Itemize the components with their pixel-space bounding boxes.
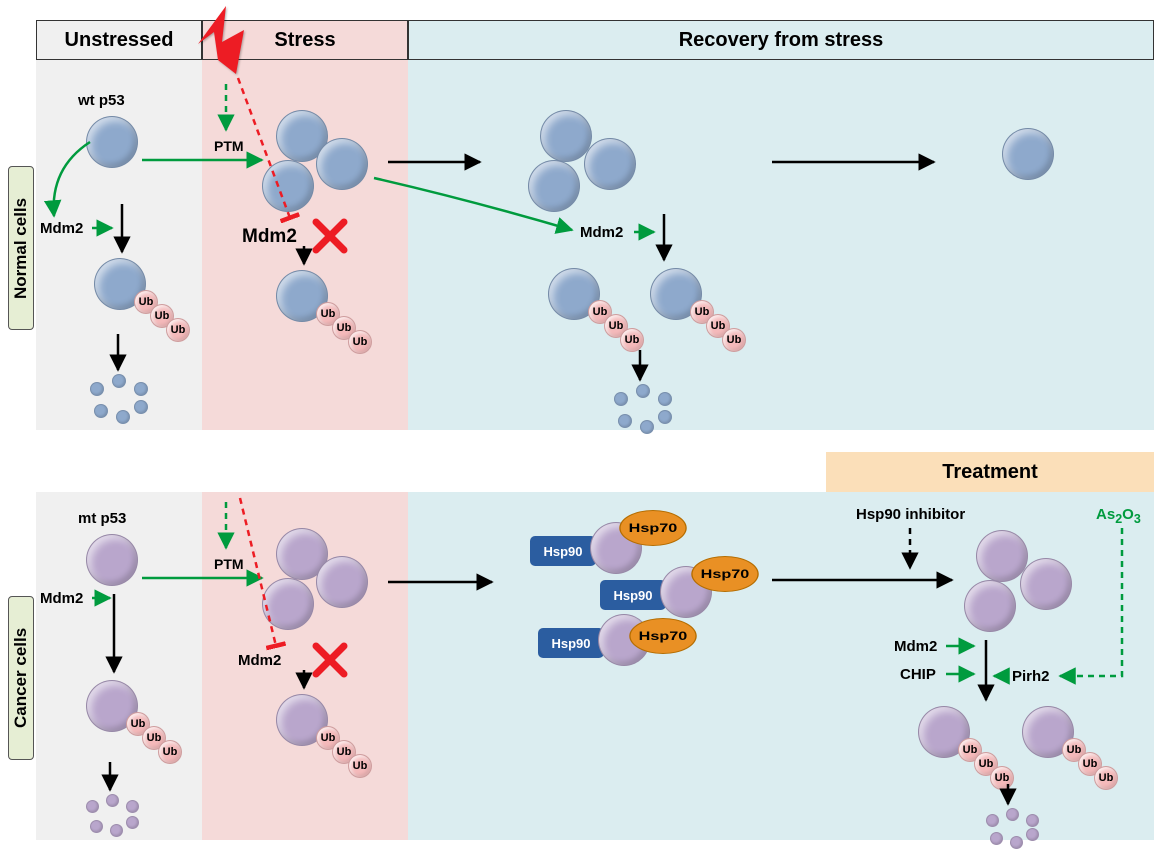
phase-unstressed: Unstressed (36, 20, 202, 60)
fragR6 (658, 410, 672, 424)
ub-1c: Ub (166, 318, 190, 342)
chip-label: CHIP (900, 666, 936, 683)
mdm2-label-c: Mdm2 (580, 224, 623, 241)
fragT5 (1010, 836, 1023, 849)
wt-p53-cluster-1b (316, 138, 368, 190)
mt-p53-treat-1a (976, 530, 1028, 582)
fragR2 (636, 384, 650, 398)
fragT4 (990, 832, 1003, 845)
row-normal: Normal cells (8, 166, 34, 330)
fragR3 (658, 392, 672, 406)
mdm2-label-b: Mdm2 (242, 226, 297, 248)
fragC4 (90, 820, 103, 833)
ub-3a3: Ub (620, 328, 644, 352)
fragT1 (986, 814, 999, 827)
mdm2-label-f: Mdm2 (894, 638, 937, 655)
hsp70-c: Hsp70 (629, 618, 697, 654)
fragR5 (640, 420, 654, 434)
fragC1 (86, 800, 99, 813)
wt-p53-label: wt p53 (78, 92, 125, 109)
fragC3 (126, 800, 139, 813)
hsp90-b: Hsp90 (600, 580, 666, 610)
frag4 (94, 404, 108, 418)
fragC6 (126, 816, 139, 829)
hsp90-a: Hsp90 (530, 536, 596, 566)
fragC2 (106, 794, 119, 807)
ub-c2c: Ub (348, 754, 372, 778)
wt-p53-cluster-2c (528, 160, 580, 212)
ub-c1c: Ub (158, 740, 182, 764)
wt-p53-cluster-2a (540, 110, 592, 162)
as2o3-label: As2O3 (1096, 506, 1141, 526)
fragT2 (1006, 808, 1019, 821)
frag1 (90, 382, 104, 396)
fragC5 (110, 824, 123, 837)
diagram-canvas: Unstressed Stress Recovery from stress T… (0, 0, 1166, 848)
mdm2-label-e: Mdm2 (238, 652, 281, 669)
hsp90-c: Hsp90 (538, 628, 604, 658)
frag5 (116, 410, 130, 424)
mt-p53-treat-1b (1020, 558, 1072, 610)
fragR1 (614, 392, 628, 406)
fragT6 (1026, 828, 1039, 841)
wt-p53-final (1002, 128, 1054, 180)
pirh2-label: Pirh2 (1012, 668, 1050, 685)
phase-stress: Stress (202, 20, 408, 60)
hsp90-inhibitor-label: Hsp90 inhibitor (856, 506, 965, 523)
bg-cancer-recovery (408, 492, 1154, 840)
wt-p53-cluster-1c (262, 160, 314, 212)
ub-t1c: Ub (990, 766, 1014, 790)
mt-p53-label: mt p53 (78, 510, 126, 527)
wt-p53-cluster-2b (584, 138, 636, 190)
hsp70-a: Hsp70 (619, 510, 687, 546)
mdm2-label-a: Mdm2 (40, 220, 83, 237)
ub-2c: Ub (348, 330, 372, 354)
mt-p53-single (86, 534, 138, 586)
fragT3 (1026, 814, 1039, 827)
bg-normal-recovery (408, 60, 1154, 430)
wt-p53-single (86, 116, 138, 168)
frag6 (134, 400, 148, 414)
ptm-label-2: PTM (214, 556, 244, 572)
row-cancer: Cancer cells (8, 596, 34, 760)
frag2 (112, 374, 126, 388)
hsp70-b: Hsp70 (691, 556, 759, 592)
ub-3b3: Ub (722, 328, 746, 352)
mt-p53-cluster-1b (316, 556, 368, 608)
ptm-label-1: PTM (214, 138, 244, 154)
mt-p53-cluster-1c (262, 578, 314, 630)
mt-p53-treat-1c (964, 580, 1016, 632)
fragR4 (618, 414, 632, 428)
phase-treatment: Treatment (826, 452, 1154, 492)
phase-recovery: Recovery from stress (408, 20, 1154, 60)
ub-t2c: Ub (1094, 766, 1118, 790)
mdm2-label-d: Mdm2 (40, 590, 83, 607)
frag3 (134, 382, 148, 396)
